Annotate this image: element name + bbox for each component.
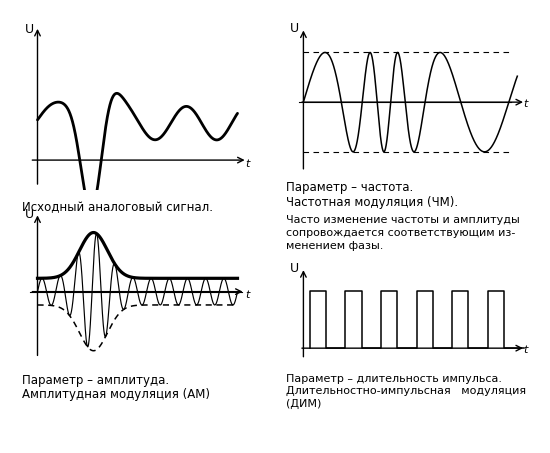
Text: Исходный аналоговый сигнал.: Исходный аналоговый сигнал. (22, 202, 213, 215)
Text: U: U (25, 23, 34, 36)
Text: U: U (290, 22, 299, 34)
Text: (ДИМ): (ДИМ) (286, 399, 321, 409)
Text: t: t (245, 290, 250, 300)
Text: Параметр – амплитуда.: Параметр – амплитуда. (22, 374, 169, 387)
Text: U: U (25, 207, 34, 221)
Text: Длительностно-импульсная   модуляция: Длительностно-импульсная модуляция (286, 386, 526, 396)
Text: менением фазы.: менением фазы. (286, 241, 383, 251)
Text: Часто изменение частоты и амплитуды: Часто изменение частоты и амплитуды (286, 215, 520, 225)
Text: t: t (524, 99, 528, 109)
Text: U: U (290, 262, 299, 275)
Text: Частотная модуляция (ЧМ).: Частотная модуляция (ЧМ). (286, 196, 458, 209)
Text: t: t (245, 159, 250, 169)
Text: t: t (524, 345, 528, 355)
Text: Параметр – длительность импульса.: Параметр – длительность импульса. (286, 374, 502, 384)
Text: Амплитудная модуляция (АМ): Амплитудная модуляция (АМ) (22, 388, 210, 401)
Text: сопровождается соответствующим из-: сопровождается соответствующим из- (286, 228, 515, 238)
Text: Параметр – частота.: Параметр – частота. (286, 181, 413, 194)
